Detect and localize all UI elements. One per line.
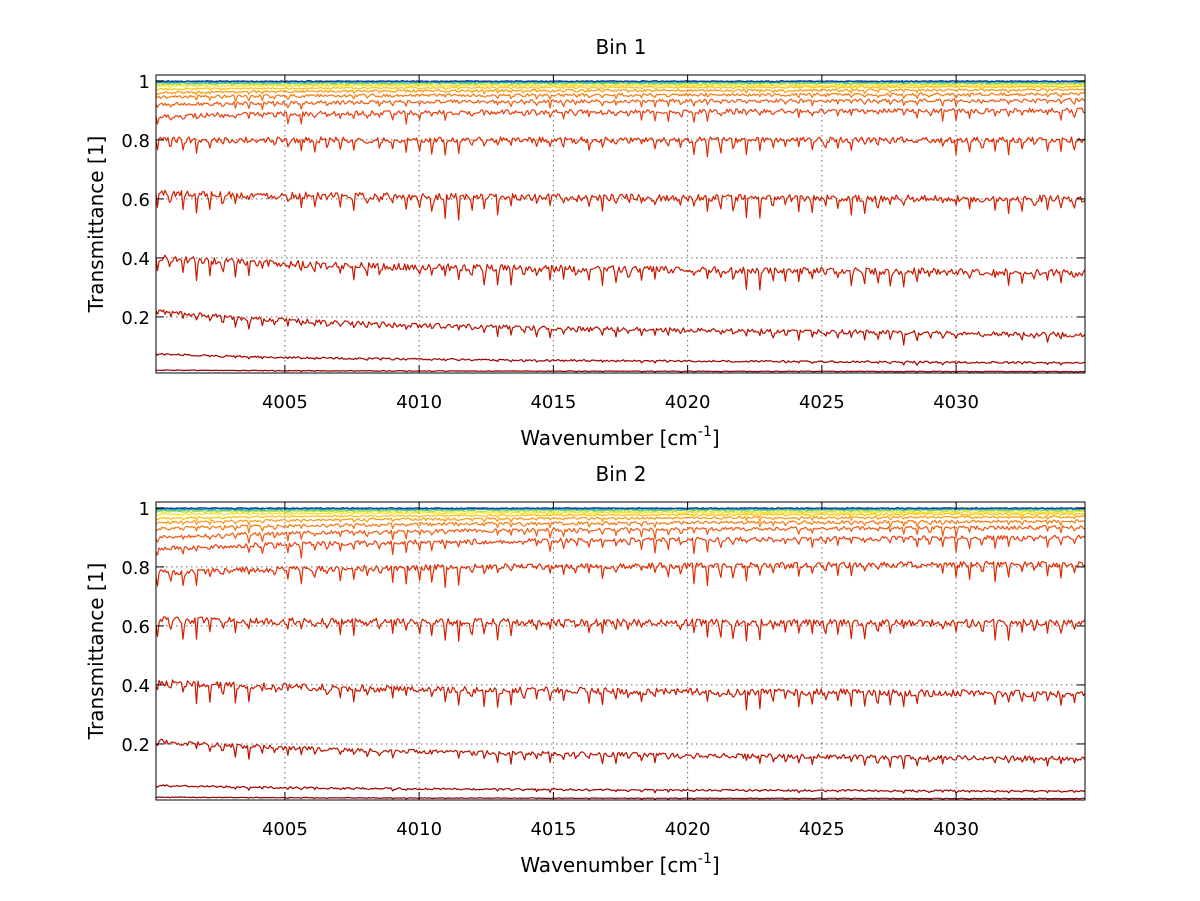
series-line (155, 738, 1086, 770)
series-line (155, 309, 1086, 346)
tick-marks (156, 502, 1085, 800)
subplot-title: Bin 2 (595, 462, 646, 486)
x-tick-label: 4005 (262, 392, 308, 413)
series-line (155, 616, 1086, 642)
series-line (155, 560, 1086, 588)
axes-frame (155, 501, 1086, 801)
x-tick-label: 4030 (933, 392, 979, 413)
y-tick-label: 0.2 (121, 308, 150, 329)
x-tick-labels: 4005 4010 4015 4020 4025 4030 (262, 819, 979, 840)
y-tick-labels: 0.2 0.4 0.6 0.8 1 (121, 72, 150, 329)
series-line (155, 525, 1086, 544)
x-tick-label: 4015 (530, 819, 576, 840)
y-tick-label: 0.6 (121, 617, 150, 638)
series-line (155, 515, 1086, 526)
series-line (155, 509, 1086, 514)
series-line (156, 510, 1086, 516)
series-lines (155, 507, 1086, 800)
x-tick-label: 4010 (396, 392, 442, 413)
y-axis-label: Transmittance [1] (84, 136, 108, 314)
series-line (155, 519, 1086, 534)
y-tick-label: 0.2 (121, 735, 150, 756)
y-tick-label: 1 (139, 499, 150, 520)
series-line (155, 88, 1086, 96)
series-line (155, 534, 1086, 559)
series-line (155, 254, 1086, 291)
subplot-title: Bin 1 (595, 35, 646, 59)
series-line (155, 92, 1086, 102)
subplot-bin-2: Bin 2 4005 4010 4015 4020 4025 4030 0.2 0.4 0.6… (84, 462, 1086, 877)
x-tick-label: 4030 (933, 819, 979, 840)
y-tick-label: 0.6 (121, 190, 150, 211)
series-line (155, 189, 1086, 221)
y-tick-label: 0.4 (121, 249, 150, 270)
y-tick-label: 0.4 (121, 676, 150, 697)
x-tick-label: 4020 (665, 819, 711, 840)
x-tick-label: 4025 (799, 819, 845, 840)
y-axis-label: Transmittance [1] (84, 563, 108, 741)
x-axis-label: Wavenumber [cm-1] (520, 851, 719, 877)
y-tick-label: 1 (139, 72, 150, 93)
series-line (155, 679, 1086, 711)
series-line (155, 784, 1086, 794)
y-tick-label: 0.8 (121, 131, 150, 152)
x-tick-label: 4020 (665, 392, 711, 413)
x-axis-label: Wavenumber [cm-1] (520, 424, 719, 450)
x-tick-label: 4005 (262, 819, 308, 840)
series-line (155, 512, 1086, 522)
tick-marks (156, 75, 1085, 373)
series-line (155, 136, 1086, 158)
y-tick-labels: 0.2 0.4 0.6 0.8 1 (121, 499, 150, 756)
x-tick-label: 4010 (396, 819, 442, 840)
series-line (156, 796, 1086, 800)
axes-frame (155, 74, 1086, 374)
series-line (155, 352, 1086, 366)
series-lines (155, 80, 1086, 374)
x-tick-label: 4015 (530, 392, 576, 413)
series-line (155, 97, 1086, 111)
series-line (155, 83, 1086, 88)
y-tick-label: 0.8 (121, 558, 150, 579)
series-line (155, 85, 1086, 91)
series-line (156, 507, 1086, 510)
subplot-bin-1: Bin 1 4005 4010 4015 4020 4025 4030 0.2 0.4 0.6… (84, 35, 1086, 450)
x-tick-label: 4025 (799, 392, 845, 413)
x-tick-labels: 4005 4010 4015 4020 4025 4030 (262, 392, 979, 413)
series-line (155, 107, 1086, 125)
series-line (155, 80, 1086, 83)
series-line (155, 369, 1086, 374)
